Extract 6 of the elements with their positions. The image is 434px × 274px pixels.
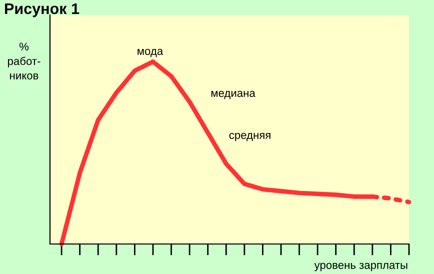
x-axis-title: уровень зарплаты	[314, 262, 408, 272]
annotation: медиана	[211, 90, 256, 100]
chart-title: Рисунок 1	[5, 3, 80, 18]
y-axis-title: % работ- ников	[8, 42, 40, 80]
annotation: средняя	[229, 132, 270, 142]
text: мода	[138, 48, 164, 58]
